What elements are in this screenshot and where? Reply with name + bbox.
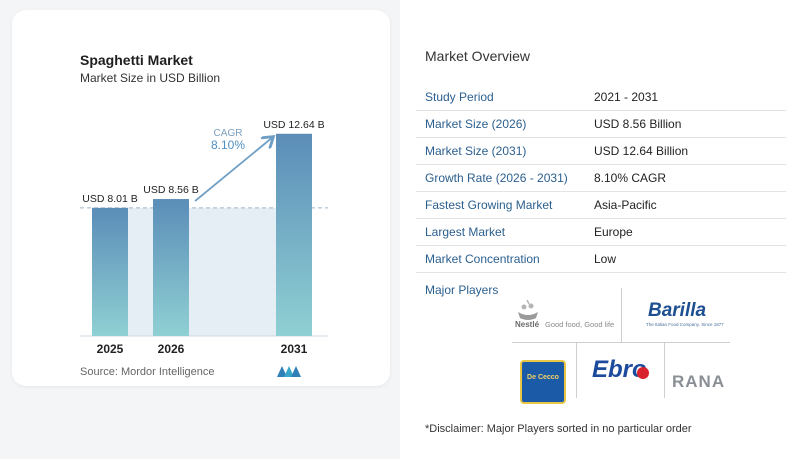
nestle-logo: Nestlé Good food, Good life <box>515 298 617 334</box>
row-key: Market Concentration <box>425 252 540 266</box>
overview-row-study-period: Study Period 2021 - 2031 <box>416 84 786 111</box>
rana-name: RANA <box>672 372 726 391</box>
bar-chart: USD 8.01 B 2025 USD 8.56 B 2026 USD 12.64 B 2… <box>80 119 328 356</box>
overview-row-concentration: Market Concentration Low <box>416 246 786 273</box>
cagr-label: CAGR <box>214 128 243 139</box>
ebro-logo: Ebro <box>588 356 652 390</box>
cagr-value: 8.10% <box>211 138 245 152</box>
x-tick-label: 2026 <box>158 342 185 356</box>
dececco-logo: De Cecco <box>520 360 566 404</box>
rana-logo: RANA <box>672 372 732 394</box>
dececco-name: De Cecco <box>527 374 559 381</box>
overview-title: Market Overview <box>425 48 531 64</box>
ebro-name: Ebro <box>592 356 647 383</box>
nestle-tagline: Good food, Good life <box>545 320 615 329</box>
overview-row-market-size-2031: Market Size (2031) USD 12.64 Billion <box>416 138 786 165</box>
grid-divider <box>576 342 577 398</box>
barilla-logo: Barilla The Italian Food Company. Since … <box>640 300 724 332</box>
barilla-name: Barilla <box>648 300 707 321</box>
x-tick-label: 2031 <box>281 342 308 356</box>
grid-divider <box>664 342 665 398</box>
grid-divider <box>512 342 730 343</box>
overview-row-fastest-growing: Fastest Growing Market Asia-Pacific <box>416 192 786 219</box>
overview-row-market-size-2026: Market Size (2026) USD 8.56 Billion <box>416 111 786 138</box>
bar-value-label: USD 8.01 B <box>82 193 137 205</box>
nestle-name: Nestlé <box>515 320 540 329</box>
cagr-arrow <box>194 138 272 202</box>
chart-title: Spaghetti Market <box>80 52 193 68</box>
bar-value-label: USD 12.64 B <box>263 119 324 131</box>
row-value: USD 12.64 Billion <box>594 144 689 158</box>
overview-row-growth-rate: Growth Rate (2026 - 2031) 8.10% CAGR <box>416 165 786 192</box>
overview-panel <box>400 0 800 459</box>
row-value: Low <box>594 252 617 266</box>
major-players-title: Major Players <box>425 283 499 297</box>
row-key: Largest Market <box>425 225 506 239</box>
row-value: Asia-Pacific <box>594 198 657 212</box>
row-value: 8.10% CAGR <box>594 171 667 185</box>
mordor-logo-icon <box>277 366 301 377</box>
barilla-tagline: The Italian Food Company. Since 1877 <box>646 322 724 327</box>
row-key: Market Size (2026) <box>425 117 527 131</box>
row-value: Europe <box>594 225 633 239</box>
row-value: USD 8.56 Billion <box>594 117 682 131</box>
row-key: Growth Rate (2026 - 2031) <box>425 171 568 185</box>
nestle-nest-icon <box>518 299 538 320</box>
grid-divider <box>621 288 622 342</box>
chart-subtitle: Market Size in USD Billion <box>80 71 221 85</box>
disclaimer: *Disclaimer: Major Players sorted in no … <box>425 423 692 435</box>
overview-row-largest-market: Largest Market Europe <box>416 219 786 246</box>
bar-value-label: USD 8.56 B <box>143 184 198 196</box>
bar-2025 <box>92 207 128 336</box>
bar-2026 <box>153 199 189 336</box>
row-value: 2021 - 2031 <box>594 90 659 104</box>
source-note: Source: Mordor Intelligence <box>80 366 215 378</box>
row-key: Study Period <box>425 90 494 104</box>
row-key: Fastest Growing Market <box>425 198 553 212</box>
row-key: Market Size (2031) <box>425 144 527 158</box>
ebro-dot-icon <box>637 367 649 379</box>
bar-2031 <box>276 133 312 336</box>
x-tick-label: 2025 <box>97 342 124 356</box>
